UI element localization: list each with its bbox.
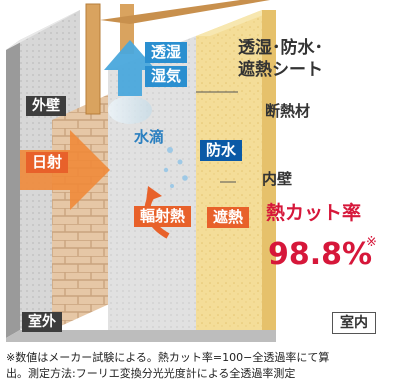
moisture-vapor-label-1: 透湿	[145, 42, 188, 63]
cut-rate-asterisk: ※	[366, 235, 377, 250]
moisture-vapor-label-2: 湿気	[145, 66, 188, 87]
heat-shield-label: 遮熱	[207, 207, 250, 228]
exterior-wall-label: 外壁	[26, 96, 66, 116]
solar-radiation-label: 日射	[26, 152, 69, 173]
indoor-label: 室内	[332, 312, 376, 334]
water-drop-icons	[163, 147, 188, 188]
vapor-arrow	[104, 40, 156, 96]
footnote-line-2: 出。測定方法:フーリエ変換分光光度計による全透過率測定	[6, 367, 296, 380]
footnote: ※数値はメーカー試験による。熱カット率=100−全透過率にて算 出。測定方法:フ…	[6, 350, 394, 384]
cut-rate-label: 熱カット率	[266, 202, 362, 224]
waterproof-label: 防水	[200, 140, 243, 161]
sheet-label-line2: 遮熱シート	[238, 60, 323, 80]
insulation-layer	[196, 10, 262, 330]
radiant-heat-label: 輻射熱	[134, 206, 192, 227]
outdoor-label: 室外	[22, 312, 62, 332]
footnote-line-1: ※数値はメーカー試験による。熱カット率=100−全透過率にて算	[6, 351, 330, 364]
interior-wall-label: 内壁	[262, 170, 293, 188]
wood-stud	[86, 4, 100, 114]
sheet-label-line1: 透湿･防水･	[238, 38, 323, 58]
insulation-label: 断熱材	[265, 102, 311, 120]
wall-illustration	[6, 0, 276, 342]
cut-rate-value: 98.8%	[268, 237, 373, 272]
water-drops-label: 水滴	[134, 128, 165, 146]
wall-cross-section-diagram: 透湿 湿気 透湿･防水･ 遮熱シート 断熱材 外壁 水滴 防水 日射 内壁 輻射…	[6, 0, 377, 342]
